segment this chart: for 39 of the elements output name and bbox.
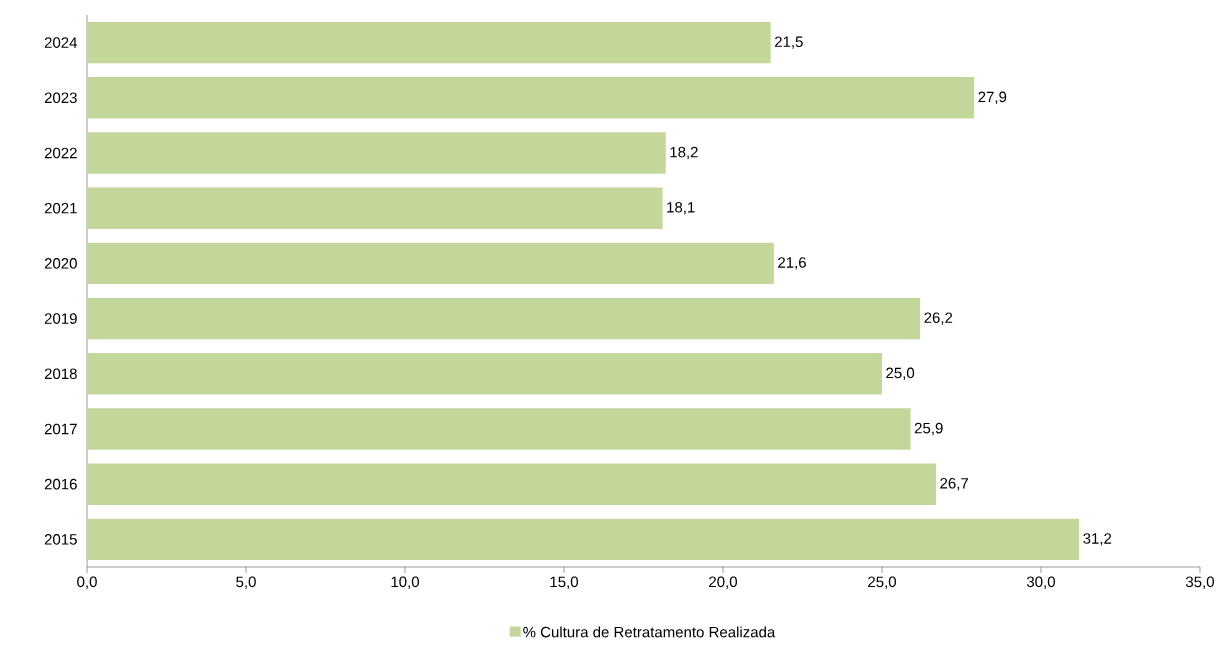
bar	[87, 132, 666, 174]
bar	[87, 353, 882, 395]
x-tick-label: 20,0	[709, 576, 737, 589]
data-label: 18,1	[667, 201, 695, 215]
bar	[87, 297, 921, 340]
x-tick-label: 30,0	[1026, 576, 1055, 589]
data-label: 21,6	[778, 257, 806, 270]
legend-label: % Cultura de Retratamento Realizada	[523, 626, 776, 638]
x-tick-label: 5,0	[236, 576, 256, 589]
y-tick-label: 2023	[44, 92, 77, 104]
data-label: 31,2	[1083, 533, 1112, 546]
y-tick-label: 2022	[44, 147, 77, 159]
data-label: 25,9	[914, 422, 943, 436]
data-label: 27,9	[978, 91, 1007, 104]
data-label: 21,5	[774, 36, 803, 49]
x-tick-label: 35,0	[1185, 576, 1214, 589]
data-label: 18,2	[670, 146, 698, 160]
bar	[87, 21, 771, 64]
y-tick-label: 2017	[44, 423, 77, 435]
y-tick-label: 2020	[44, 258, 77, 269]
x-tick-label: 15,0	[550, 576, 578, 589]
y-tick-label: 2018	[44, 368, 77, 380]
x-tick-label: 0,0	[77, 576, 97, 589]
x-tick-label: 10,0	[391, 576, 419, 589]
bar	[87, 242, 774, 285]
y-tick-label: 2024	[44, 37, 78, 48]
bar	[87, 187, 663, 229]
data-label: 25,0	[886, 367, 915, 380]
y-tick-label: 2021	[44, 202, 77, 214]
x-tick-label: 25,0	[868, 576, 896, 589]
data-label: 26,7	[940, 477, 969, 491]
y-tick-label: 2019	[44, 313, 77, 324]
bar	[87, 463, 937, 505]
data-label: 26,2	[924, 312, 953, 325]
y-tick-label: 2016	[44, 478, 77, 490]
bar	[87, 77, 975, 119]
y-tick-label: 2015	[44, 534, 77, 545]
bar	[87, 408, 911, 450]
bar	[87, 518, 1080, 561]
